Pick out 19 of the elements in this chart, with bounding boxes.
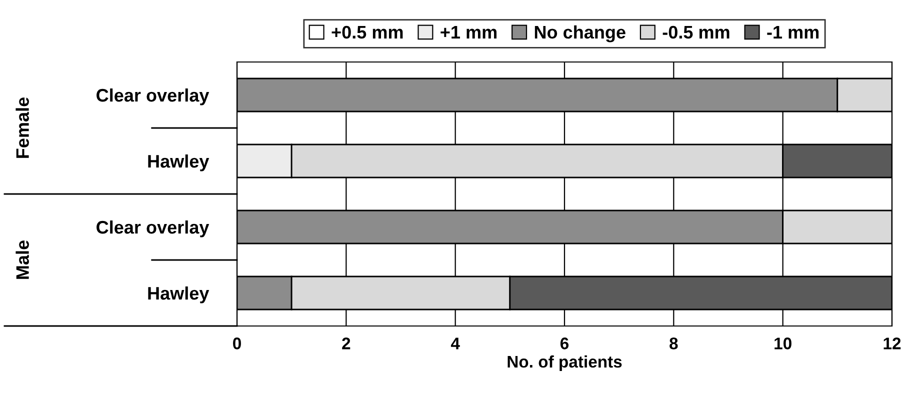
text: Male bbox=[16, 240, 29, 279]
x-tick-label: 8 bbox=[670, 338, 678, 350]
x-tick-label: 0 bbox=[233, 338, 241, 350]
x-tick-label: 2 bbox=[342, 338, 350, 350]
y-tick-label: Hawley bbox=[148, 154, 210, 172]
y-tick-label: Hawley bbox=[148, 286, 210, 304]
legend-label: No change bbox=[534, 25, 626, 42]
legend-label: +0.5 mm bbox=[332, 26, 403, 39]
x-tick-label: 10 bbox=[774, 338, 792, 350]
x-tick-label: 12 bbox=[884, 338, 901, 350]
legend-label: +1 mm bbox=[440, 26, 496, 38]
legend-label: -1 mm bbox=[767, 26, 819, 38]
legend-label: -0.5 mm bbox=[662, 26, 730, 39]
x-axis-title: No. of patients bbox=[508, 355, 622, 371]
y-tick-label: Clear overlay bbox=[96, 88, 210, 106]
x-tick-label: 6 bbox=[560, 338, 569, 350]
text: Female bbox=[16, 98, 29, 158]
y-tick-label: Clear overlay bbox=[96, 220, 210, 238]
x-tick-label: 4 bbox=[450, 338, 460, 350]
